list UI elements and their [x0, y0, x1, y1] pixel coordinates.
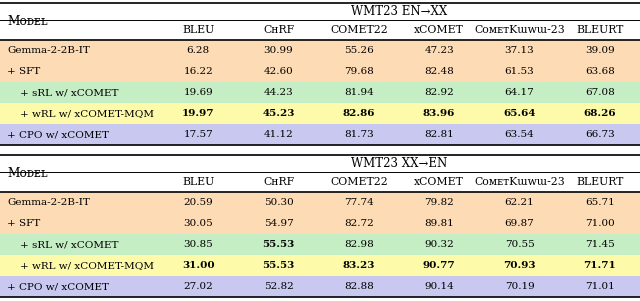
Text: + CPO w/ xCOMET: + CPO w/ xCOMET: [7, 130, 109, 139]
Text: 50.30: 50.30: [264, 198, 293, 207]
Bar: [0, 276, 640, 297]
Text: COMET22: COMET22: [330, 25, 388, 35]
Text: 89.81: 89.81: [424, 219, 454, 228]
Text: 67.08: 67.08: [585, 88, 614, 97]
Text: 79.68: 79.68: [344, 67, 374, 76]
Text: 52.82: 52.82: [264, 282, 293, 291]
Text: 83.96: 83.96: [423, 109, 455, 118]
Text: 71.01: 71.01: [585, 282, 614, 291]
Text: Mᴏᴅᴇʟ: Mᴏᴅᴇʟ: [7, 15, 47, 28]
Text: 82.88: 82.88: [344, 282, 374, 291]
Text: Mᴏᴅᴇʟ: Mᴏᴅᴇʟ: [7, 167, 47, 180]
Text: 82.98: 82.98: [344, 240, 374, 249]
Text: 16.22: 16.22: [183, 67, 213, 76]
Text: 61.53: 61.53: [504, 67, 534, 76]
Text: COMET22: COMET22: [330, 177, 388, 187]
Bar: [0, 124, 640, 145]
Text: CᴏᴍᴇᴛKɯᴡɯ-23: CᴏᴍᴇᴛKɯᴡɯ-23: [474, 25, 565, 35]
Text: 90.14: 90.14: [424, 282, 454, 291]
Text: 37.13: 37.13: [504, 46, 534, 55]
Text: 62.21: 62.21: [504, 198, 534, 207]
Text: 31.00: 31.00: [182, 261, 214, 270]
Text: 71.00: 71.00: [585, 219, 614, 228]
Text: WMT23 XX→EN: WMT23 XX→EN: [351, 157, 447, 170]
Text: 79.82: 79.82: [424, 198, 454, 207]
Bar: [0, 192, 640, 213]
Text: CᴏᴍᴇᴛKɯᴡɯ-23: CᴏᴍᴇᴛKɯᴡɯ-23: [474, 177, 565, 187]
Bar: [0, 234, 640, 255]
Text: BLEU: BLEU: [182, 177, 214, 187]
Text: 81.73: 81.73: [344, 130, 374, 139]
Bar: [0, 61, 640, 82]
Text: 82.48: 82.48: [424, 67, 454, 76]
Text: 90.77: 90.77: [423, 261, 456, 270]
Text: 70.55: 70.55: [504, 240, 534, 249]
Text: 44.23: 44.23: [264, 88, 293, 97]
Text: WMT23 EN→XX: WMT23 EN→XX: [351, 5, 447, 18]
Text: 27.02: 27.02: [183, 282, 213, 291]
Text: + wRL w/ xCOMET-MQM: + wRL w/ xCOMET-MQM: [7, 109, 154, 118]
Text: CʜRF: CʜRF: [263, 25, 294, 35]
Text: 55.53: 55.53: [262, 240, 294, 249]
Text: 71.71: 71.71: [584, 261, 616, 270]
Text: 82.86: 82.86: [342, 109, 375, 118]
Text: 39.09: 39.09: [585, 46, 614, 55]
Text: 71.45: 71.45: [585, 240, 614, 249]
Text: 81.94: 81.94: [344, 88, 374, 97]
Text: 55.26: 55.26: [344, 46, 374, 55]
Text: Gemma-2-2B-IT: Gemma-2-2B-IT: [7, 198, 90, 207]
Text: + SFT: + SFT: [7, 219, 40, 228]
Text: xCOMET: xCOMET: [414, 25, 464, 35]
Text: + sRL w/ xCOMET: + sRL w/ xCOMET: [7, 240, 118, 249]
Text: 77.74: 77.74: [344, 198, 374, 207]
Text: BLEURT: BLEURT: [576, 25, 623, 35]
Text: 19.97: 19.97: [182, 109, 214, 118]
Text: + sRL w/ xCOMET: + sRL w/ xCOMET: [7, 88, 118, 97]
Text: 63.54: 63.54: [504, 130, 534, 139]
Text: 30.05: 30.05: [183, 219, 213, 228]
Text: 70.93: 70.93: [503, 261, 536, 270]
Text: BLEU: BLEU: [182, 25, 214, 35]
Text: 30.99: 30.99: [264, 46, 293, 55]
Text: 45.23: 45.23: [262, 109, 294, 118]
Text: 65.71: 65.71: [585, 198, 614, 207]
Text: 82.72: 82.72: [344, 219, 374, 228]
Text: 17.57: 17.57: [183, 130, 213, 139]
Text: 20.59: 20.59: [183, 198, 213, 207]
Text: 83.23: 83.23: [342, 261, 375, 270]
Text: + SFT: + SFT: [7, 67, 40, 76]
Text: 82.81: 82.81: [424, 130, 454, 139]
Text: 66.73: 66.73: [585, 130, 614, 139]
Text: 90.32: 90.32: [424, 240, 454, 249]
Bar: [0, 82, 640, 103]
Bar: [0, 40, 640, 61]
Text: 55.53: 55.53: [262, 261, 294, 270]
Text: 68.26: 68.26: [584, 109, 616, 118]
Text: + wRL w/ xCOMET-MQM: + wRL w/ xCOMET-MQM: [7, 261, 154, 270]
Text: BLEURT: BLEURT: [576, 177, 623, 187]
Text: 47.23: 47.23: [424, 46, 454, 55]
Text: 19.69: 19.69: [183, 88, 213, 97]
Text: CʜRF: CʜRF: [263, 177, 294, 187]
Bar: [0, 255, 640, 276]
Text: + CPO w/ xCOMET: + CPO w/ xCOMET: [7, 282, 109, 291]
Text: 69.87: 69.87: [504, 219, 534, 228]
Text: 63.68: 63.68: [585, 67, 614, 76]
Text: 64.17: 64.17: [504, 88, 534, 97]
Text: 42.60: 42.60: [264, 67, 293, 76]
Text: 82.92: 82.92: [424, 88, 454, 97]
Bar: [0, 103, 640, 124]
Text: 30.85: 30.85: [183, 240, 213, 249]
Text: 70.19: 70.19: [504, 282, 534, 291]
Text: 65.64: 65.64: [503, 109, 536, 118]
Text: 54.97: 54.97: [264, 219, 293, 228]
Text: Gemma-2-2B-IT: Gemma-2-2B-IT: [7, 46, 90, 55]
Text: 41.12: 41.12: [264, 130, 293, 139]
Bar: [0, 213, 640, 234]
Text: xCOMET: xCOMET: [414, 177, 464, 187]
Text: 6.28: 6.28: [187, 46, 210, 55]
